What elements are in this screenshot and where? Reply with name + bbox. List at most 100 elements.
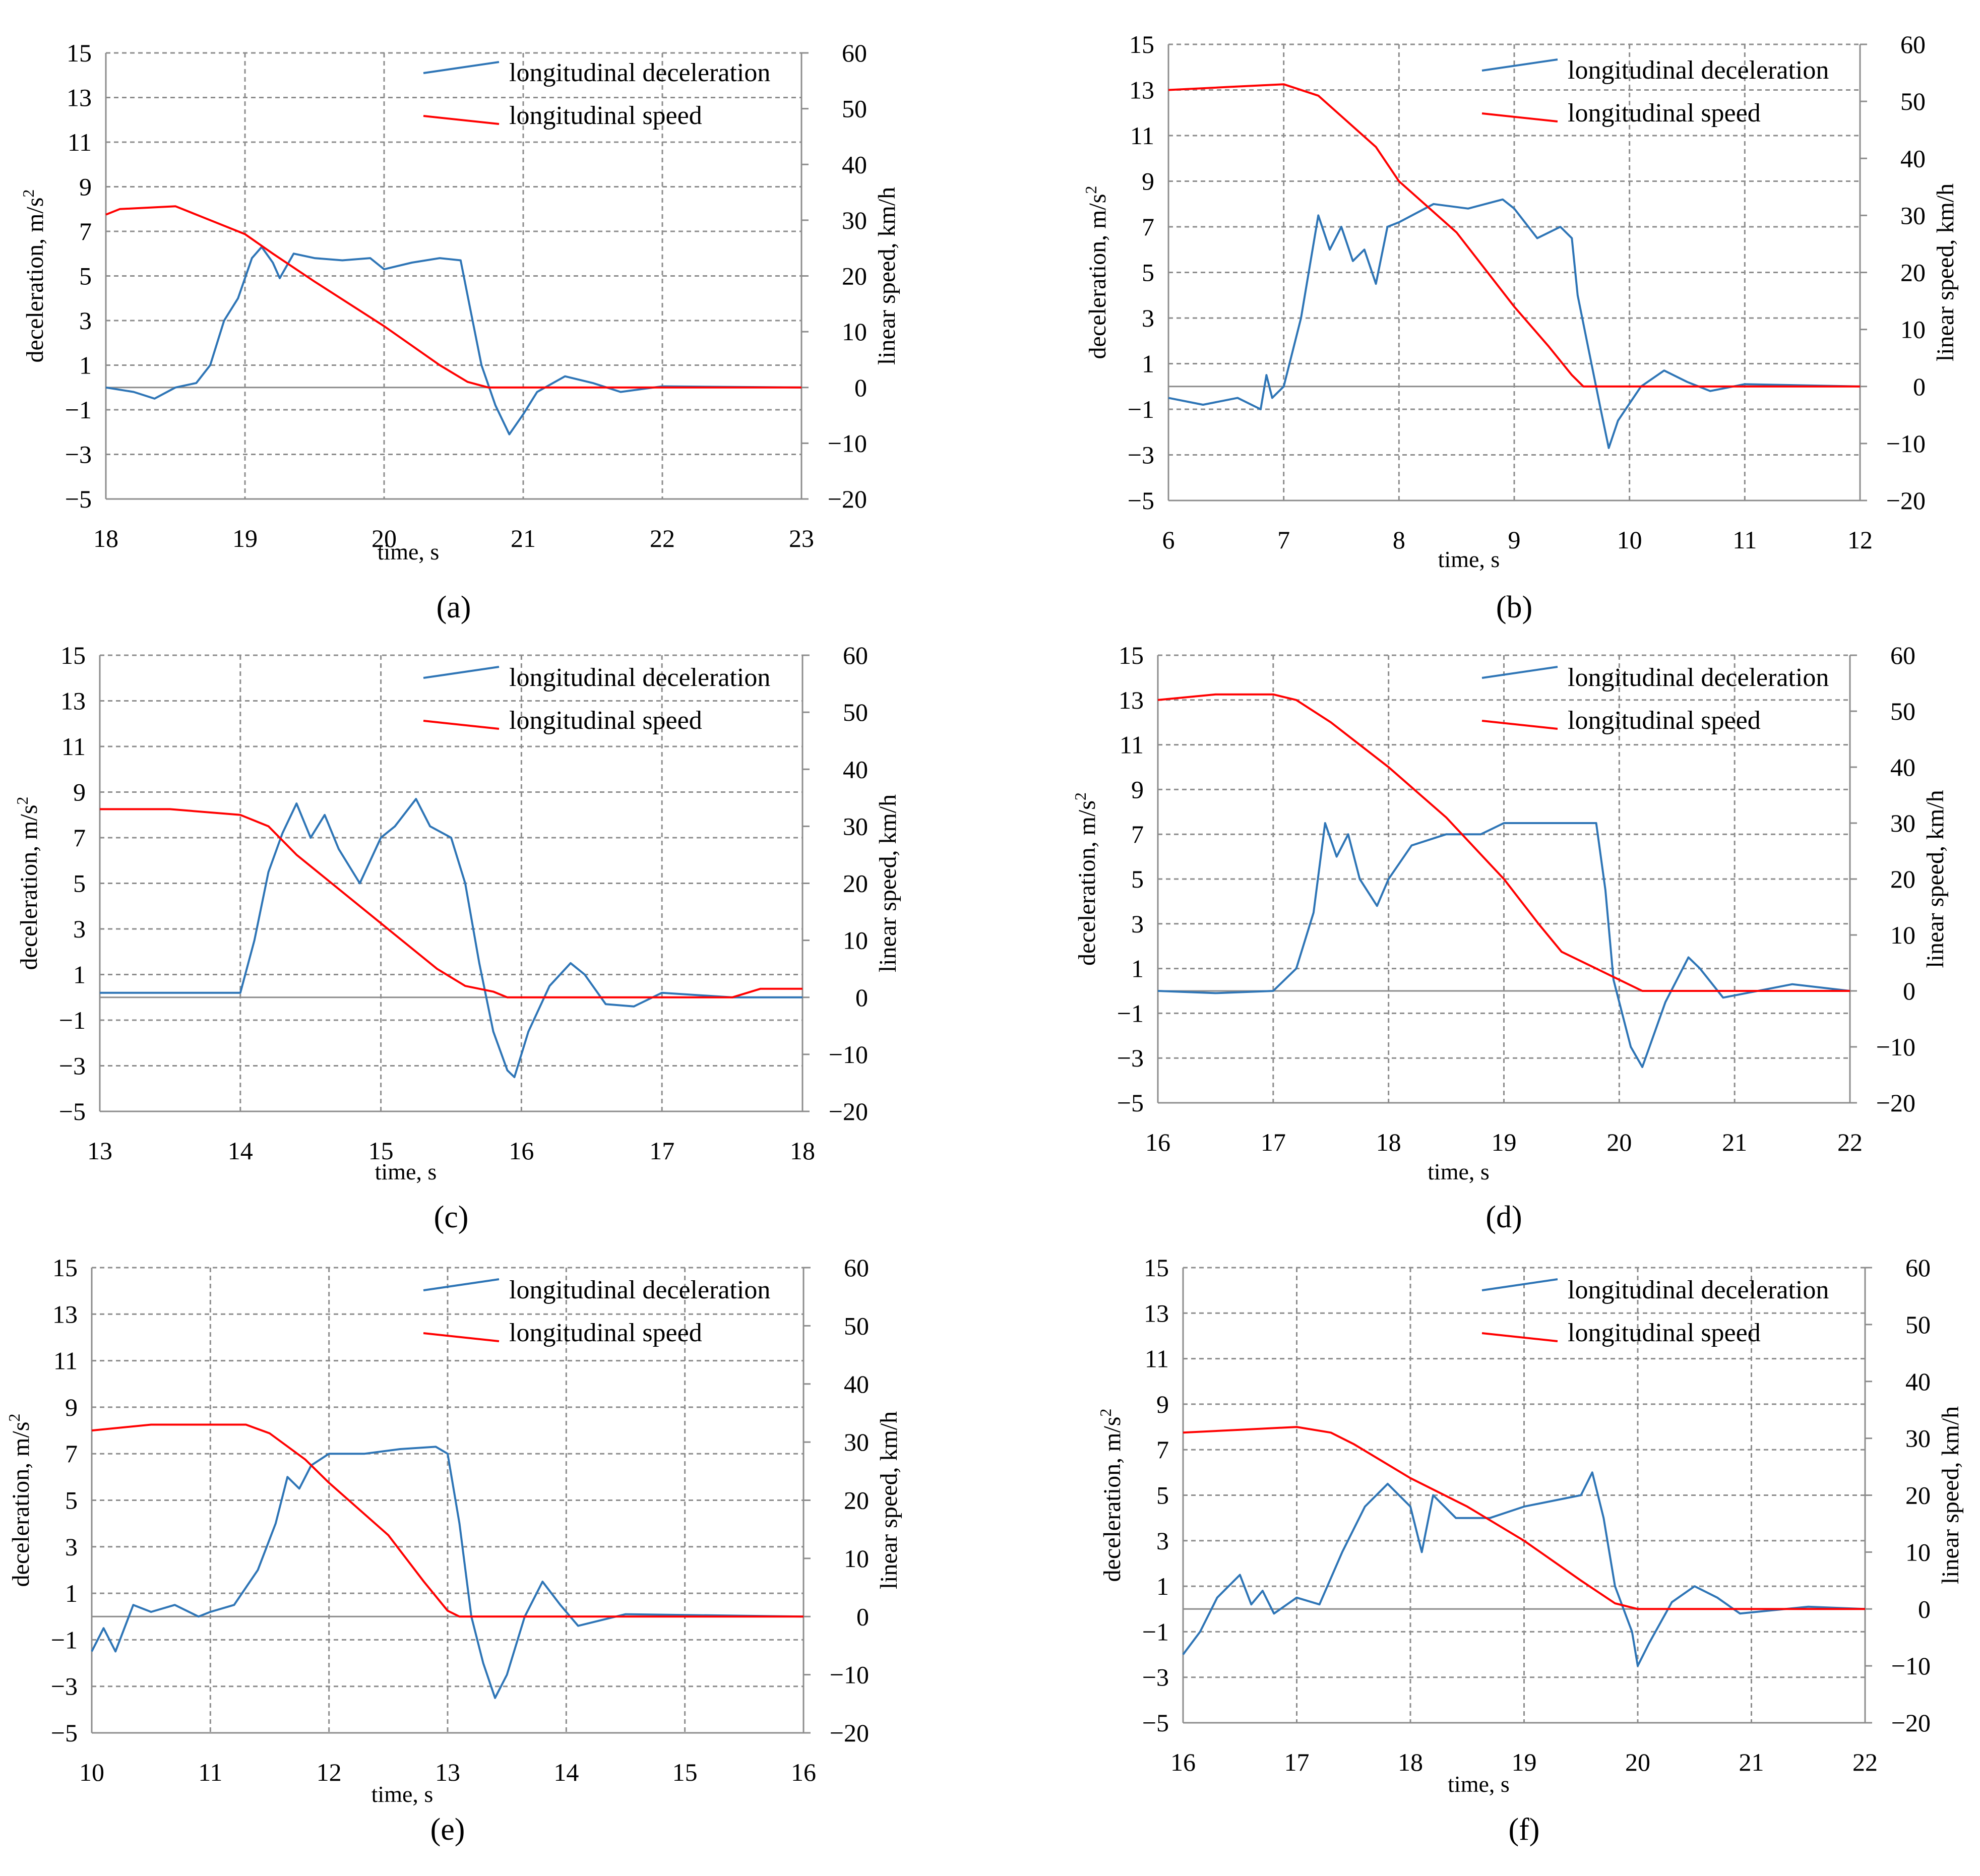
x-tick-label: 17: [1284, 1748, 1310, 1776]
y-tick-label: −3: [1117, 1044, 1144, 1072]
y-tick-label: 5: [1156, 1481, 1169, 1510]
legend-swatch: [423, 1278, 500, 1291]
y2-tick-label: 20: [842, 262, 867, 290]
y2-tick-label: 0: [854, 373, 867, 402]
y-tick-label: 13: [1119, 686, 1144, 714]
y-tick-label: 3: [79, 306, 92, 335]
legend-label: longitudinal deceleration: [1568, 663, 1829, 692]
legend-swatch: [1481, 112, 1558, 122]
x-axis-label: time, s: [372, 1781, 434, 1807]
y2-tick-label: 60: [843, 641, 868, 669]
y2-tick-label: 0: [1903, 977, 1915, 1005]
legend-swatch: [1481, 58, 1558, 72]
y2-tick-label: 0: [1913, 372, 1926, 401]
panel-caption: (c): [434, 1200, 469, 1234]
y2-axis-label: linear speed, km/h: [1937, 1406, 1964, 1584]
legend-label: longitudinal deceleration: [509, 663, 770, 692]
y2-tick-label: 60: [1905, 1254, 1931, 1282]
x-tick-label: 6: [1162, 526, 1175, 554]
y-tick-label: 1: [73, 961, 86, 989]
y-tick-label: 3: [1131, 910, 1144, 938]
y2-tick-label: −20: [1886, 486, 1926, 515]
y-tick-label: −5: [51, 1719, 78, 1747]
x-tick-label: 12: [1847, 526, 1873, 554]
x-axis-label: time, s: [1438, 546, 1500, 572]
x-tick-label: 13: [435, 1758, 460, 1786]
y-axis-label: deceleration, m/s2: [13, 797, 42, 970]
y-tick-label: 7: [1142, 213, 1154, 241]
y-tick-label: 15: [60, 641, 86, 669]
y-tick-label: 1: [1131, 955, 1144, 983]
x-tick-label: 20: [372, 524, 397, 552]
y2-tick-label: 30: [842, 206, 867, 234]
y-tick-label: 5: [79, 262, 92, 290]
x-tick-label: 8: [1393, 526, 1405, 554]
y-tick-label: 1: [1142, 350, 1154, 378]
y2-tick-label: −10: [1891, 1652, 1931, 1680]
y2-axis-label: linear speed, km/h: [876, 1411, 902, 1589]
y-tick-label: 3: [73, 915, 86, 943]
legend-swatch: [423, 1332, 500, 1342]
legend-label: longitudinal speed: [1568, 1319, 1761, 1347]
speed-series-line: [91, 1423, 803, 1618]
y-tick-label: 15: [52, 1254, 78, 1282]
legend-swatch: [1481, 720, 1558, 730]
y2-tick-label: 10: [1890, 921, 1915, 949]
y-tick-label: 9: [1131, 775, 1144, 803]
x-tick-label: 21: [1739, 1748, 1764, 1776]
chart-panel: 18 19 20 21 22 23 15 13 11 9 7 5 3 1 −1 −3 −5 60 50 40 30 20 1…: [19, 39, 900, 624]
legend-swatch: [1481, 1278, 1558, 1291]
x-tick-label: 19: [1492, 1128, 1517, 1156]
speed-series-line: [1157, 693, 1850, 992]
y-tick-label: 7: [1156, 1435, 1169, 1464]
y2-tick-label: 30: [1890, 809, 1915, 837]
deceleration-series-line: [1157, 822, 1850, 1068]
x-tick-label: 21: [1722, 1128, 1747, 1156]
y-tick-label: 11: [1145, 1345, 1169, 1373]
x-tick-label: 16: [791, 1758, 816, 1786]
y2-tick-label: −20: [830, 1719, 869, 1747]
x-tick-label: 12: [317, 1758, 342, 1786]
y2-tick-label: 60: [1900, 30, 1926, 58]
y-tick-label: 13: [67, 84, 92, 112]
y2-tick-label: 60: [844, 1254, 869, 1282]
legend-label: longitudinal deceleration: [1568, 56, 1829, 85]
y-axis-label: deceleration, m/s2: [1082, 186, 1111, 359]
legend-swatch: [423, 666, 500, 679]
legend-label: longitudinal speed: [509, 706, 702, 735]
deceleration-series-line: [91, 1446, 804, 1699]
y-tick-label: −3: [65, 441, 92, 469]
y2-tick-label: 20: [843, 869, 868, 898]
y2-tick-label: −10: [830, 1661, 869, 1689]
y-tick-label: 15: [67, 39, 92, 67]
y-tick-label: −1: [1142, 1617, 1169, 1646]
y2-tick-label: −10: [829, 1040, 868, 1069]
y-axis-label: deceleration, m/s2: [1071, 792, 1100, 966]
x-tick-label: 20: [1606, 1128, 1632, 1156]
y2-tick-label: 10: [842, 318, 867, 346]
x-tick-label: 15: [368, 1137, 394, 1165]
y-tick-label: 11: [61, 732, 86, 761]
legend-label: longitudinal speed: [1568, 706, 1761, 735]
x-tick-label: 14: [553, 1758, 579, 1786]
y2-tick-label: −10: [828, 429, 867, 457]
x-tick-label: 22: [1852, 1748, 1878, 1776]
y-tick-label: 5: [73, 869, 86, 898]
legend-label: longitudinal deceleration: [1568, 1276, 1829, 1304]
y2-tick-label: 30: [1900, 201, 1926, 229]
y-axis-label: deceleration, m/s2: [1096, 1409, 1126, 1582]
y-tick-label: 5: [1142, 259, 1154, 287]
y-tick-label: 7: [65, 1440, 78, 1468]
y2-tick-label: 10: [844, 1544, 869, 1573]
x-tick-label: 9: [1508, 526, 1521, 554]
y-tick-label: 15: [1144, 1254, 1169, 1282]
y-tick-label: −3: [1142, 1663, 1169, 1692]
y-tick-label: 13: [1129, 76, 1154, 104]
y2-tick-label: 10: [1905, 1538, 1931, 1566]
y2-tick-label: 50: [842, 95, 867, 123]
y2-tick-label: 20: [1905, 1481, 1931, 1510]
y2-tick-label: 20: [844, 1486, 869, 1515]
y-tick-label: 13: [52, 1300, 78, 1328]
speed-series-line: [105, 205, 801, 389]
chart-panel: 10 11 12 13 14 15 16 15 13 11 9 7 5 3 1 −1 −3 −5 60 50 40 30 2…: [5, 1254, 902, 1847]
